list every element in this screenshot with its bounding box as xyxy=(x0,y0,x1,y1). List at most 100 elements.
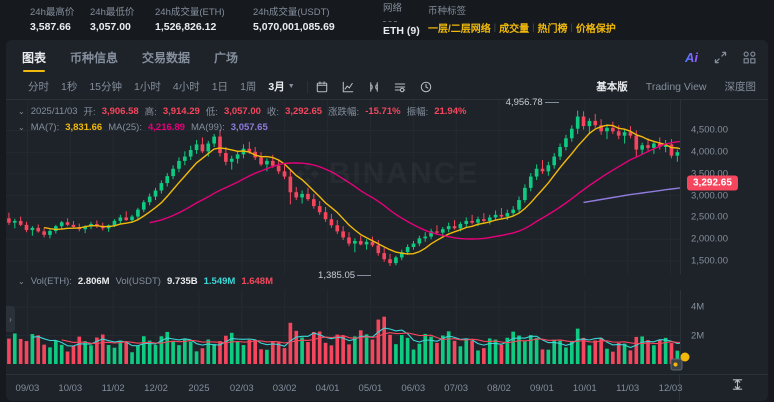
stat-value: 3,587.66 xyxy=(30,21,71,33)
ma-legend: ⌄ MA(7): 3,831.66 MA(25): 4,216.89 MA(99… xyxy=(18,122,268,133)
vol-usdt: 9.735B xyxy=(166,276,198,287)
ai-button[interactable]: Ai xyxy=(685,49,698,65)
chart-tool-icons xyxy=(316,80,432,93)
chart-annotation-marker[interactable] xyxy=(670,352,692,377)
settings-sliders-icon[interactable] xyxy=(394,81,406,93)
price-axis-tick: 4,000.00 xyxy=(691,146,728,158)
timeframe-1d[interactable]: 1日 xyxy=(211,81,229,93)
ohlc-amplitude: 21.94% xyxy=(434,105,467,117)
timeframe-3mo[interactable]: 3月 xyxy=(268,81,285,93)
tab-trade-data[interactable]: 交易数据 xyxy=(142,50,191,65)
volume-axis[interactable]: 4M 2M xyxy=(680,290,768,364)
timeframe-15m[interactable]: 15分钟 xyxy=(89,81,123,93)
ohlc-open: 3,906.58 xyxy=(101,105,139,117)
volume-chart-plot[interactable] xyxy=(6,290,680,364)
ohlc-change-key: 涨跌幅: xyxy=(328,107,360,118)
ohlc-low-key: 低: xyxy=(205,107,218,118)
clock-history-icon[interactable] xyxy=(420,81,432,93)
ma99-key: MA(99): xyxy=(190,122,225,133)
view-mode-trading-view[interactable]: Trading View xyxy=(645,80,707,93)
network-dashed-underline xyxy=(383,17,397,22)
time-axis-tick: 09/03 xyxy=(15,383,40,394)
time-axis[interactable]: 09/03 10/03 11/02 12/02 2025 02/03 03/02 04/01 0… xyxy=(6,374,768,401)
ohlc-open-key: 开: xyxy=(83,107,96,118)
tab-coin-info[interactable]: 币种信息 xyxy=(70,50,119,65)
stat-24h-volume-eth: 24h成交量(ETH) 1,526,826.12 xyxy=(155,7,253,33)
price-axis[interactable]: 4,500.00 4,000.00 3,500.00 3,000.00 2,500.00… xyxy=(680,100,768,274)
ma7-key: MA(7): xyxy=(30,122,60,133)
crosshair-tool-icon[interactable] xyxy=(731,378,744,396)
coin-tag-list: 一层/二层网络 | 成交量 | 热门榜 | 价格保护 xyxy=(428,20,616,35)
chart-scroll-handle[interactable]: › xyxy=(6,306,15,332)
ma7-value: 3,831.66 xyxy=(65,122,103,133)
volume-svg xyxy=(6,290,680,364)
price-chart-plot[interactable] xyxy=(6,100,680,274)
view-mode-switcher: 基本版 Trading View 深度图 xyxy=(596,79,756,94)
collapse-chevron-icon[interactable]: ⌄ xyxy=(18,106,25,116)
indicator-line-icon[interactable] xyxy=(342,81,354,93)
ohlc-high: 3,914.29 xyxy=(162,105,200,117)
expand-icon[interactable] xyxy=(714,51,727,64)
timeframe-4h[interactable]: 4小时 xyxy=(172,81,200,93)
toolbar-divider xyxy=(306,80,308,93)
tab-bar-actions: Ai xyxy=(685,50,756,65)
time-axis-tick: 2025 xyxy=(188,383,210,394)
ohlc-change: -15.71% xyxy=(365,105,401,117)
stat-label: 24h最高价 xyxy=(30,7,75,18)
timeframe-1w[interactable]: 1周 xyxy=(240,81,257,93)
chart-panel: 分时 1秒 15分钟 1小时 4小时 1日 1周 3月 ▼ xyxy=(6,74,768,401)
time-axis-tick: 03/02 xyxy=(272,383,297,394)
time-axis-tick: 06/03 xyxy=(401,383,426,394)
high-annotation-value: 4,956.78 xyxy=(505,96,543,108)
ohlc-legend: ⌄ 2025/11/03 开: 3,906.58 高: 3,914.29 低: … xyxy=(18,104,467,119)
price-axis-tick: 2,500.00 xyxy=(691,211,728,223)
tag-separator: | xyxy=(570,22,573,32)
timeframe-1s[interactable]: 1秒 xyxy=(61,81,78,93)
volume-axis-tick: 2M xyxy=(691,330,705,342)
stat-24h-low: 24h最低价 3,057.00 xyxy=(90,7,155,33)
high-price-annotation: 4,956.78 xyxy=(506,97,559,108)
vol-eth-key: Vol(ETH): xyxy=(30,276,72,287)
timeframe-toolbar: 分时 1秒 15分钟 1小时 4小时 1日 1周 3月 ▼ xyxy=(6,74,768,100)
ma25-key: MA(25): xyxy=(108,122,142,133)
chevron-down-icon[interactable]: ▼ xyxy=(287,83,295,90)
coin-tag-hot[interactable]: 热门榜 xyxy=(537,23,568,35)
view-mode-depth[interactable]: 深度图 xyxy=(724,81,757,93)
price-axis-tick: 3,000.00 xyxy=(691,190,728,202)
stat-label: 24h成交量(USDT) xyxy=(253,7,330,18)
price-axis-tick: 4,500.00 xyxy=(691,124,728,136)
stat-24h-volume-usdt: 24h成交量(USDT) 5,070,001,085.69 xyxy=(253,7,383,33)
tag-separator: | xyxy=(493,22,497,32)
ohlc-close-key: 收: xyxy=(266,107,280,118)
market-stats-bar: 24h最高价 3,587.66 24h最低价 3,057.00 24h成交量(E… xyxy=(0,0,774,40)
low-annotation-value: 1,385.05 xyxy=(318,269,356,281)
coin-tag-volume[interactable]: 成交量 xyxy=(499,23,530,35)
vol-ma2: 1.648M xyxy=(241,276,273,287)
coin-tag-layer[interactable]: 一层/二层网络 xyxy=(428,23,491,35)
note-marker-icon xyxy=(670,352,690,371)
view-mode-basic[interactable]: 基本版 xyxy=(596,81,628,93)
timeframe-1h[interactable]: 1小时 xyxy=(134,81,161,93)
grid-layout-icon[interactable] xyxy=(743,51,756,64)
tab-square[interactable]: 广场 xyxy=(214,50,239,65)
price-axis-tick: 1,500.00 xyxy=(691,255,728,267)
collapse-chevron-icon[interactable]: ⌄ xyxy=(18,123,25,132)
time-axis-tick: 10/01 xyxy=(572,383,597,394)
stat-value: 5,070,001,085.69 xyxy=(253,21,335,33)
timeframe-fenshi[interactable]: 分时 xyxy=(28,81,49,93)
vol-ma1: 1.549M xyxy=(203,276,236,287)
ma25-value: 4,216.89 xyxy=(147,122,185,133)
ohlc-close: 3,292.65 xyxy=(285,105,323,117)
tab-chart[interactable]: 图表 xyxy=(22,40,46,74)
coin-tag-price-protection[interactable]: 价格保护 xyxy=(575,23,616,35)
low-price-annotation: 1,385.05 xyxy=(318,269,372,281)
volatility-icon[interactable] xyxy=(368,81,380,93)
panel-tab-bar: 图表 币种信息 交易数据 广场 Ai xyxy=(6,40,768,74)
collapse-chevron-icon[interactable]: ⌄ xyxy=(18,277,25,286)
annotation-leader-line xyxy=(357,274,372,276)
ohlc-low: 3,057.00 xyxy=(223,105,261,117)
candlestick-type-icon[interactable] xyxy=(316,80,328,93)
stat-network: 网络 ETH (9) xyxy=(383,3,428,37)
stat-label: 24h成交量(ETH) xyxy=(155,7,225,18)
time-axis-tick: 11/02 xyxy=(101,383,125,394)
